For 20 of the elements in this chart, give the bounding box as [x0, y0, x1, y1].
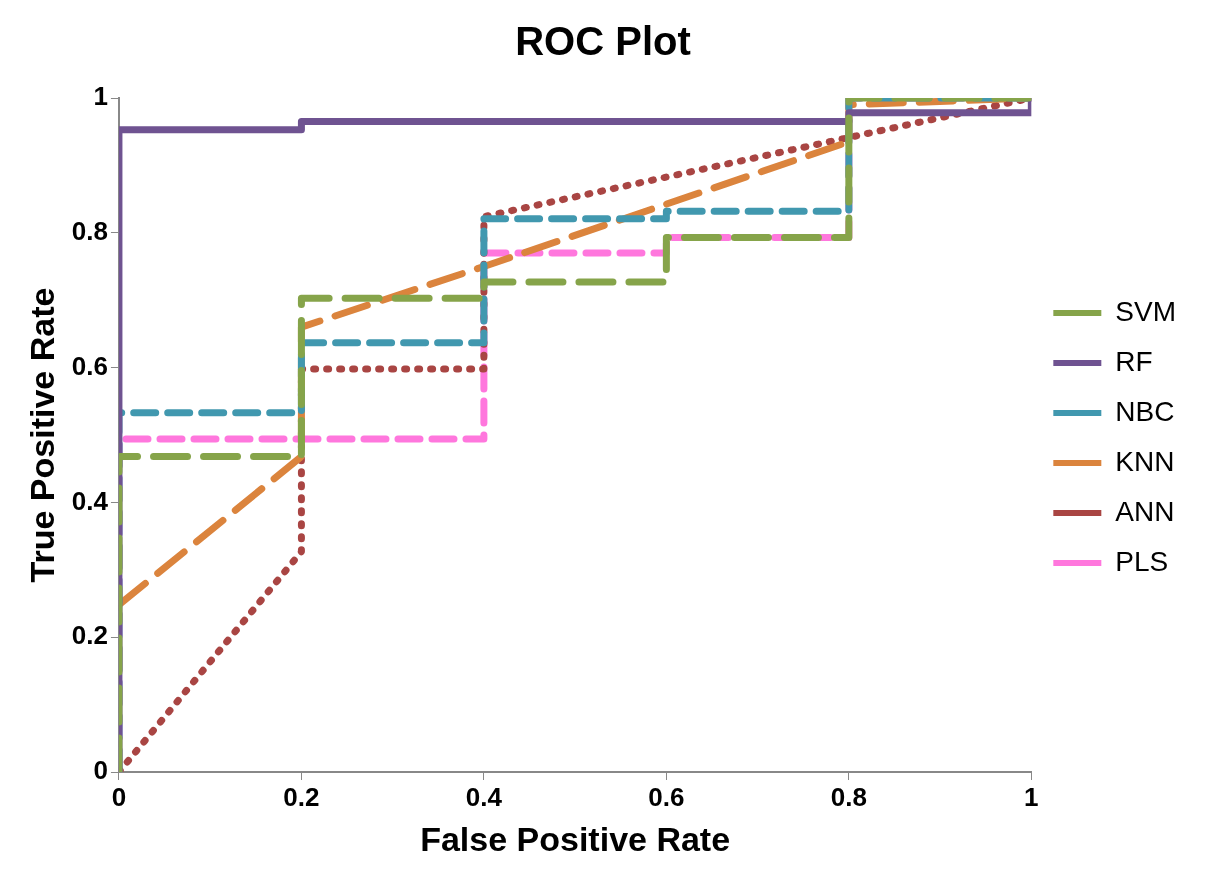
x-tick-label: 1: [1024, 781, 1039, 812]
legend-label: KNN: [1115, 445, 1175, 477]
y-tick-label: 0.8: [71, 215, 108, 246]
y-tick-label: 0.4: [71, 485, 109, 516]
x-tick-label: 0.6: [648, 781, 685, 812]
legend-label: RF: [1115, 345, 1153, 377]
x-axis-title: False Positive Rate: [420, 819, 731, 858]
y-tick-label: 0.6: [71, 350, 108, 381]
y-tick-label: 1: [93, 81, 108, 112]
legend-label: ANN: [1115, 495, 1175, 527]
chart-title: ROC Plot: [515, 19, 691, 64]
x-tick-label: 0.2: [283, 781, 320, 812]
legend-label: PLS: [1115, 545, 1169, 577]
y-tick-label: 0.2: [71, 620, 108, 651]
y-tick-label: 0: [93, 755, 108, 786]
x-tick-label: 0.4: [465, 781, 503, 812]
x-tick-label: 0.8: [830, 781, 867, 812]
y-axis-title: True Positive Rate: [22, 287, 61, 583]
legend-label: SVM: [1115, 295, 1177, 327]
legend-label: NBC: [1115, 395, 1175, 427]
